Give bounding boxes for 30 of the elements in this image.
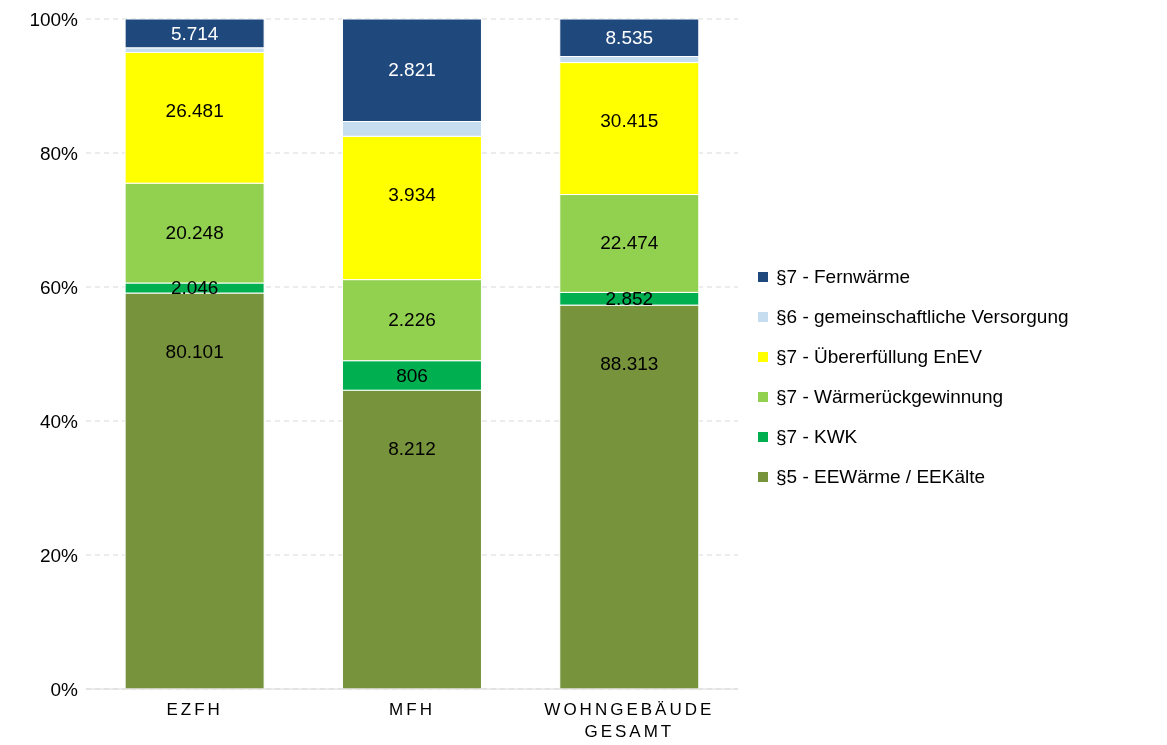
- annotation: 80.101: [165, 340, 224, 362]
- annotation: 22.474: [600, 232, 659, 254]
- y-tick-label: 80%: [39, 142, 79, 164]
- annotation: 2.821: [388, 59, 436, 81]
- y-tick-label: 60%: [39, 276, 79, 298]
- y-tick-label: 100%: [29, 8, 79, 30]
- annotation: 5.714: [170, 22, 219, 44]
- y-tick-label: 20%: [39, 544, 79, 566]
- annotation: 3.934: [388, 183, 437, 205]
- annotation: 26.481: [165, 100, 224, 121]
- annotation: 2.226: [388, 309, 436, 331]
- legend-label: §7 - Wärmerückgewinnung: [776, 385, 1004, 408]
- legend-label: §6 - gemeinschaftliche Versorgung: [776, 305, 1069, 328]
- x-tick-label: MFH: [389, 700, 435, 719]
- legend-label: §7 - Übererfüllung EnEV: [776, 345, 982, 368]
- bar: [124, 19, 265, 49]
- annotation: 2.852: [605, 288, 654, 310]
- annotation: 8.535: [605, 27, 654, 49]
- annotation: 8.212: [388, 437, 436, 459]
- y-tick-label: 0%: [50, 678, 79, 700]
- x-tick-label: EZFH: [166, 700, 223, 719]
- legend-label: §7 - Fernwärme: [776, 265, 911, 288]
- annotation: 30.415: [600, 110, 659, 132]
- annotation: 806: [396, 364, 428, 386]
- annotation: 88.313: [600, 352, 659, 374]
- legend-label: §5 - EEWärme / EEKälte: [776, 465, 986, 488]
- y-tick-label: 40%: [39, 410, 79, 432]
- annotation: 20.248: [165, 221, 224, 243]
- legend-label: §7 - KWK: [776, 425, 858, 448]
- x-tick-label: WOHNGEBÄUDE GESAMT: [544, 700, 715, 741]
